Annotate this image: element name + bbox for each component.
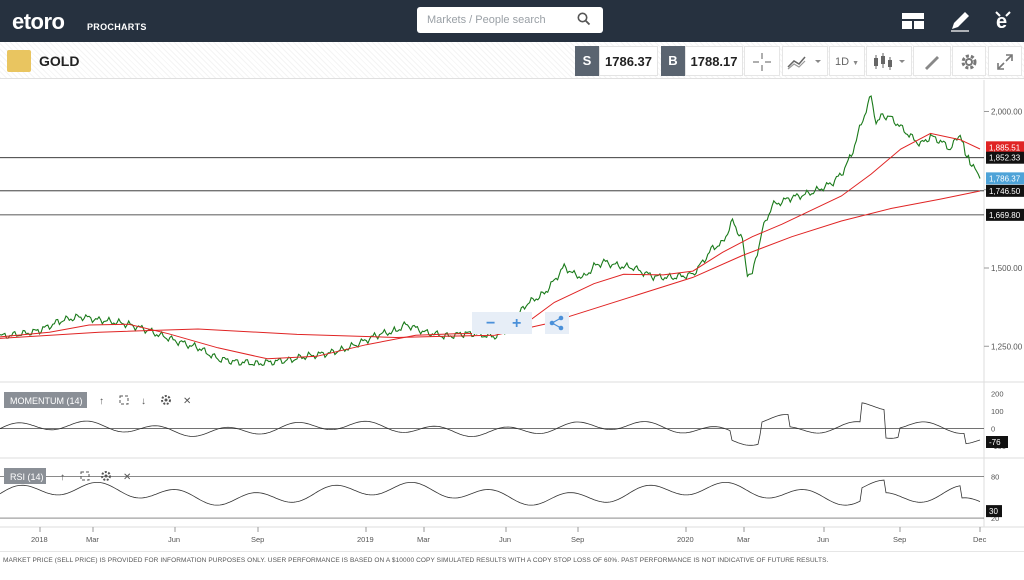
search-icon[interactable]	[577, 12, 591, 26]
sell-price[interactable]: 1786.37	[599, 46, 658, 76]
timeframe-label: 1D	[834, 56, 850, 68]
y-tick-label: 1,500.00	[991, 264, 1023, 273]
expand-button[interactable]	[988, 46, 1022, 76]
price-label-text: 1,669.80	[989, 211, 1021, 220]
moving-average-1-line	[0, 132, 981, 360]
indicators-button[interactable]	[866, 46, 912, 76]
settings-button[interactable]	[952, 46, 986, 76]
crosshair-button[interactable]	[744, 46, 780, 76]
price-label-text: 1,746.50	[989, 187, 1021, 196]
price-label-text: 1,885.51	[989, 143, 1021, 152]
momentum-line	[0, 402, 981, 446]
zoom-controls: − +	[472, 312, 569, 334]
arrow-up-icon[interactable]: ↑	[99, 396, 104, 407]
close-icon[interactable]: ✕	[123, 472, 131, 483]
rsi-line	[0, 479, 981, 506]
x-axis: 2018 Mar Jun Sep 2019 Mar Jun Sep 2020 Mar Jun Sep D…	[31, 527, 987, 544]
disclaimer-text: MARKET PRICE (SELL PRICE) IS PROVIDED FO…	[3, 557, 829, 564]
svg-text:e: e	[996, 11, 1007, 33]
chart-type-button[interactable]	[782, 46, 828, 76]
price-chart[interactable]: 2,000.001,750.001,500.001,250.001,885.51…	[0, 80, 1024, 551]
x-tick-label: Jun	[817, 535, 829, 544]
gold-bar-icon	[7, 50, 31, 72]
rsi-current-badge	[986, 505, 1002, 518]
candles-icon	[874, 53, 905, 70]
x-tick-label: Jun	[168, 535, 180, 544]
pencil-icon[interactable]	[947, 8, 973, 34]
x-tick-label: Sep	[251, 535, 264, 544]
x-tick-label: Dec	[973, 535, 987, 544]
gear-icon[interactable]	[101, 471, 111, 481]
price-label-badge	[986, 141, 1024, 154]
expand-icon	[997, 54, 1013, 70]
rsi-label: RSI (14)	[10, 472, 44, 482]
zoom-out-button[interactable]: −	[486, 315, 495, 332]
instrument-name: GOLD	[39, 53, 80, 69]
price-label-badge	[986, 172, 1024, 185]
layout-icon[interactable]	[900, 8, 926, 34]
x-tick-label: 2018	[31, 535, 48, 544]
price-label-badge	[986, 151, 1024, 164]
momentum-current-label: -76	[989, 438, 1001, 447]
procharts-label: PROCHARTS	[87, 22, 147, 32]
x-tick-label: Mar	[86, 535, 99, 544]
x-tick-label: Sep	[893, 535, 906, 544]
search-input[interactable]	[417, 7, 577, 33]
gear-icon	[961, 54, 977, 70]
momentum-current-badge	[986, 436, 1008, 448]
momentum-label: MOMENTUM (14)	[10, 396, 83, 406]
chevron-down-icon: ▼	[852, 60, 860, 67]
top-navbar: etoro PROCHARTS e	[0, 0, 1024, 42]
rsi-tick-label: 80	[991, 472, 999, 481]
drawing-button[interactable]	[913, 46, 951, 76]
fullscreen-icon[interactable]	[80, 471, 90, 481]
rsi-tick-label: 20	[991, 514, 999, 523]
price-label-badge	[986, 184, 1024, 197]
timeframe-button[interactable]: 1D ▼	[829, 46, 865, 76]
gear-icon[interactable]	[161, 395, 171, 405]
price-label-badge	[986, 208, 1024, 221]
momentum-tick-label: 0	[991, 425, 995, 434]
momentum-header: MOMENTUM (14) ↑ ↓ ✕	[4, 392, 191, 408]
draw-icon	[925, 56, 939, 70]
y-tick-label: 2,000.00	[991, 107, 1023, 116]
rsi-header: RSI (14) ↑ ✕	[4, 468, 131, 484]
etoro-logo[interactable]: etoro	[12, 9, 65, 34]
search-box[interactable]	[417, 7, 603, 33]
momentum-tick-label: 200	[991, 390, 1004, 399]
arrow-up-icon[interactable]: ↑	[60, 472, 65, 483]
arrow-down-icon[interactable]: ↓	[141, 396, 146, 407]
price-label-text: 1,852.33	[989, 154, 1021, 163]
share-icon[interactable]	[549, 315, 564, 331]
close-icon[interactable]: ✕	[183, 396, 191, 407]
rsi-current-label: 30	[989, 507, 998, 516]
x-tick-label: Sep	[571, 535, 584, 544]
zoom-in-button[interactable]: +	[512, 315, 521, 332]
fullscreen-icon[interactable]	[119, 395, 129, 405]
buy-label[interactable]: B	[661, 46, 685, 76]
price-label-text: 1,786.37	[989, 174, 1021, 183]
etoro-e-icon[interactable]: e	[990, 8, 1016, 34]
moving-average-2-line	[0, 190, 981, 339]
crosshair-icon	[753, 53, 771, 71]
momentum-tick-label: 100	[991, 407, 1004, 416]
sell-label[interactable]: S	[575, 46, 599, 76]
x-tick-label: Mar	[417, 535, 430, 544]
x-tick-label: 2019	[357, 535, 374, 544]
footer	[0, 551, 1024, 580]
y-tick-label: 1,250.00	[991, 342, 1023, 351]
main-pane: 2,000.001,750.001,500.001,250.001,885.51…	[0, 80, 1024, 528]
x-tick-label: 2020	[677, 535, 694, 544]
x-tick-label: Jun	[499, 535, 511, 544]
buy-price[interactable]: 1788.17	[685, 46, 743, 76]
x-tick-label: Mar	[737, 535, 750, 544]
chart-type-icon	[787, 56, 821, 70]
